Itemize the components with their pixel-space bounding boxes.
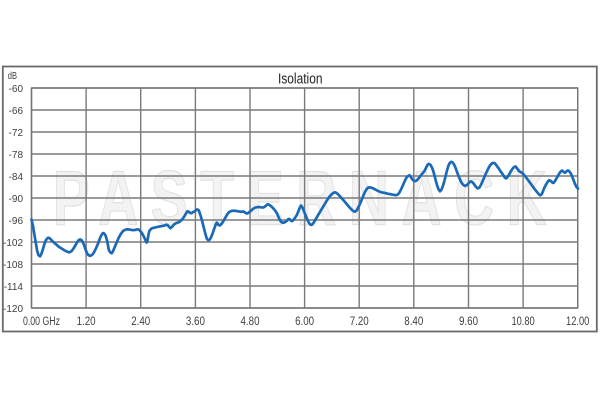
svg-text:0.00 GHz: 0.00 GHz	[23, 316, 60, 328]
svg-text:-108: -108	[3, 260, 23, 271]
svg-text:-90: -90	[9, 194, 24, 205]
svg-text:4.80: 4.80	[241, 316, 260, 328]
svg-text:-78: -78	[9, 150, 24, 161]
svg-text:-84: -84	[9, 172, 24, 183]
svg-text:-72: -72	[9, 128, 24, 139]
svg-text:9.60: 9.60	[459, 316, 478, 328]
svg-text:-96: -96	[9, 216, 24, 227]
svg-text:-102: -102	[3, 238, 23, 249]
svg-text:12.00: 12.00	[566, 316, 589, 328]
svg-text:1.20: 1.20	[77, 316, 96, 328]
svg-text:3.60: 3.60	[186, 316, 205, 328]
svg-text:2.40: 2.40	[131, 316, 150, 328]
svg-text:7.20: 7.20	[350, 316, 369, 328]
svg-text:8.40: 8.40	[404, 316, 423, 328]
svg-text:6.00: 6.00	[295, 316, 314, 328]
svg-text:10.80: 10.80	[511, 316, 534, 328]
svg-text:-66: -66	[9, 106, 24, 117]
svg-text:-60: -60	[9, 84, 24, 95]
svg-text:Isolation: Isolation	[278, 71, 323, 87]
svg-text:dB: dB	[8, 71, 17, 82]
svg-text:-120: -120	[3, 304, 23, 315]
svg-text:-114: -114	[4, 282, 24, 293]
